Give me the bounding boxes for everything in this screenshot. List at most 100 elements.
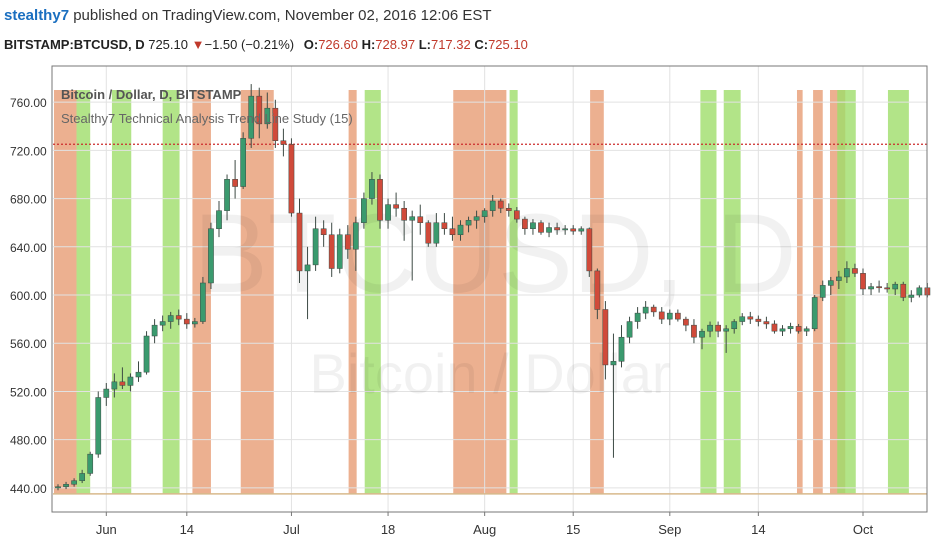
candle [626, 316, 633, 344]
candle-body [489, 200, 496, 211]
candle-body [353, 222, 359, 250]
candle [312, 216, 319, 271]
candle-body [216, 210, 222, 229]
candle [747, 311, 754, 324]
green-zone [111, 90, 132, 494]
orange-zone [453, 90, 507, 494]
green-zone [162, 90, 180, 494]
y-tick-label: 600.00 [10, 289, 47, 303]
publish-info: stealthy7 published on TradingView.com, … [4, 7, 492, 24]
candle [248, 84, 255, 148]
candle [900, 281, 907, 302]
candle-body [666, 312, 673, 320]
chart-title: Bitcoin / Dollar, D, BITSTAMP [61, 87, 242, 102]
candle [95, 391, 102, 458]
candle [650, 304, 657, 317]
symbol-label: BITSTAMP:BTCUSD, D [4, 37, 145, 52]
candle-body [433, 222, 440, 244]
candle-body [892, 283, 899, 290]
candle [175, 309, 182, 326]
candle [892, 281, 899, 296]
candle-body [844, 268, 850, 278]
candle [586, 227, 593, 277]
candle [465, 216, 472, 233]
candle-body [328, 234, 335, 269]
candle [819, 280, 826, 302]
candle-body [208, 228, 214, 284]
candle [538, 220, 544, 235]
candle [183, 313, 190, 329]
candle-body [763, 321, 770, 325]
candle-body [304, 264, 311, 272]
y-tick-label: 560.00 [10, 337, 47, 351]
candle [763, 316, 770, 329]
candle-body [819, 285, 826, 298]
candle-body [151, 324, 158, 337]
candlesticks [55, 84, 931, 491]
candle-body [578, 228, 585, 232]
last-price: 725.10 [148, 37, 188, 52]
y-axis[interactable]: 440.00 480.00 520.00 560.00 600.00 640.00 680.… [10, 96, 47, 496]
candle [554, 222, 560, 235]
candle-body [602, 309, 609, 366]
candle-body [401, 207, 407, 221]
candle [691, 319, 697, 344]
watermark-name: Bitcoin / Dollar [309, 342, 670, 405]
candle [208, 222, 214, 289]
candle-body [650, 306, 657, 313]
close-value: 725.10 [488, 37, 528, 52]
candle [344, 225, 351, 259]
orange-zone [348, 90, 357, 494]
candle-body [465, 220, 472, 226]
candle [353, 216, 359, 271]
x-axis[interactable]: Jun 14 Jul 18 Aug 15 Sep 14 Oct [96, 512, 874, 537]
candle-body [771, 323, 778, 332]
candle-body [361, 198, 367, 223]
candle-body [586, 228, 593, 272]
candle-body [240, 138, 247, 187]
candle-body [900, 283, 907, 298]
candle-body [884, 287, 890, 290]
candle [232, 160, 238, 199]
candle-body [288, 144, 295, 214]
candle-body [200, 282, 206, 322]
candle [216, 201, 222, 238]
author-link[interactable]: stealthy7 [4, 7, 70, 24]
candle-body [127, 376, 134, 386]
candle [377, 174, 383, 229]
candle [417, 204, 424, 235]
green-zone [887, 90, 909, 494]
candle-body [95, 397, 102, 455]
candle [514, 207, 520, 223]
candle [425, 220, 432, 247]
candle [296, 198, 303, 283]
low-value: 717.32 [430, 37, 471, 52]
candle [240, 132, 247, 189]
candle [328, 222, 335, 277]
high-value: 728.97 [375, 37, 416, 52]
high-label: H: [361, 37, 376, 52]
green-zone [700, 90, 717, 494]
candle-body [377, 179, 383, 221]
close-label: C: [474, 37, 489, 52]
candle [192, 317, 198, 328]
y-tick-label: 480.00 [10, 434, 47, 448]
x-tick-label: Oct [853, 522, 874, 537]
candle [497, 198, 504, 214]
candle [594, 268, 601, 320]
candle-body [723, 328, 729, 332]
candle [505, 203, 512, 217]
candle-body [256, 95, 263, 125]
x-tick-label: Sep [658, 522, 681, 537]
candle [280, 128, 287, 157]
y-tick-label: 760.00 [10, 96, 47, 110]
y-tick-label: 720.00 [10, 144, 47, 158]
candle-body [594, 270, 601, 310]
candle [642, 301, 649, 320]
candle [795, 323, 802, 334]
candle [441, 213, 448, 235]
candle-body [691, 324, 697, 338]
candle-body [111, 381, 118, 390]
candle-body [675, 312, 681, 320]
